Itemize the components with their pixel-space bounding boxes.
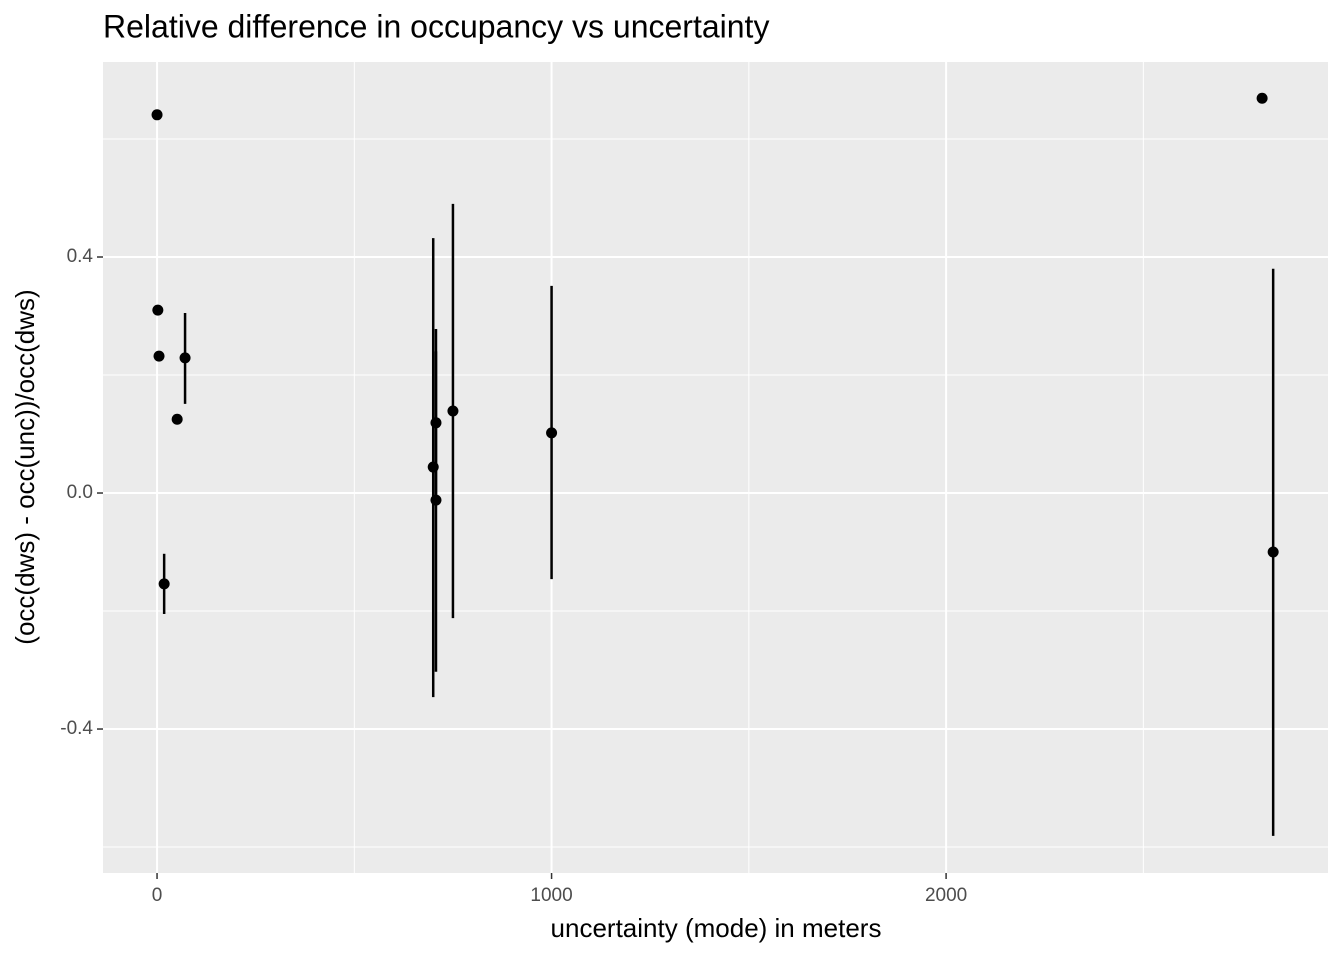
x-tick-label: 1000: [530, 885, 572, 906]
y-tick-label: 0.0: [67, 482, 93, 503]
y-tick-label: -0.4: [60, 718, 93, 739]
point: [171, 413, 183, 425]
point: [447, 405, 459, 417]
point: [1256, 92, 1268, 104]
y-axis-title: (occ(dws) - occ(unc))/occ(dws): [10, 289, 40, 644]
x-axis-title: uncertainty (mode) in meters: [551, 913, 882, 943]
y-tick-label: 0.4: [67, 246, 94, 267]
point: [427, 461, 439, 473]
point: [152, 304, 164, 316]
point: [151, 109, 163, 121]
point: [158, 578, 170, 590]
x-tick-label: 0: [152, 885, 163, 906]
point: [153, 350, 165, 362]
point: [430, 417, 442, 429]
x-tick-label: 2000: [925, 885, 967, 906]
point: [1267, 546, 1279, 558]
chart-title: Relative difference in occupancy vs unce…: [103, 8, 769, 44]
plot-panel: [103, 62, 1328, 873]
point: [179, 352, 191, 364]
point: [430, 494, 442, 506]
point: [546, 427, 558, 439]
